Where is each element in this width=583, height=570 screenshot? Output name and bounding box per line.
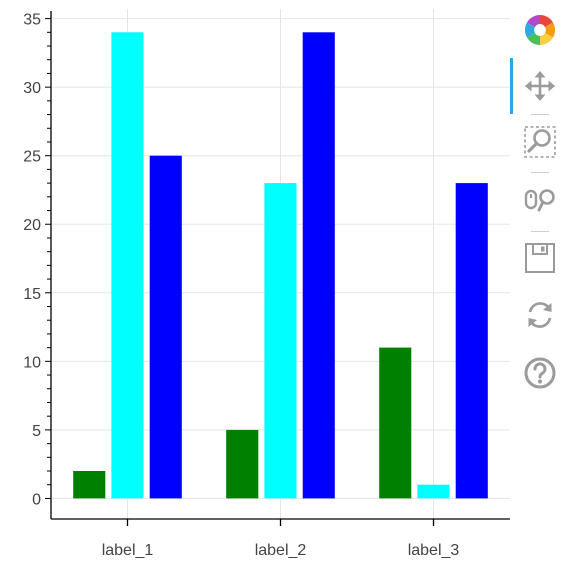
- save-tool[interactable]: [522, 240, 558, 276]
- bar-chart: 0 5 10 15 20 25 30 35 label_1 label_2 label_3: [23, 9, 510, 559]
- bar-label_1-series-2: [111, 32, 144, 499]
- bokeh-logo-icon: [524, 14, 556, 46]
- box-zoom-icon: [524, 126, 556, 158]
- wheel-zoom-tool[interactable]: [522, 182, 558, 218]
- active-tool-indicator: [510, 58, 513, 114]
- bar-label_1-series-1: [73, 471, 106, 499]
- help-icon: [524, 357, 556, 389]
- y-tick-label: 35: [23, 12, 41, 29]
- pan-tool[interactable]: [522, 68, 558, 104]
- bar-label_3-series-2: [417, 484, 450, 499]
- wheel-zoom-icon: [524, 189, 555, 212]
- x-tick-label: label_3: [408, 542, 460, 559]
- y-tick-label: 10: [23, 354, 41, 371]
- box-zoom-tool[interactable]: [522, 124, 558, 160]
- y-tick-label: 20: [23, 217, 41, 234]
- pan-icon: [525, 71, 555, 101]
- reset-icon: [528, 302, 552, 328]
- y-tick-label: 30: [23, 80, 41, 97]
- y-tick-label: 0: [32, 491, 41, 508]
- bar-label_3-series-1: [379, 347, 412, 499]
- bar-label_2-series-2: [264, 183, 297, 499]
- toolbar-separator: [531, 114, 549, 115]
- y-tick-label: 5: [32, 423, 41, 440]
- help-tool[interactable]: [522, 355, 558, 391]
- bokeh-logo[interactable]: [522, 12, 558, 48]
- y-tick-label: 15: [23, 286, 41, 303]
- bars: [73, 32, 488, 499]
- bar-label_1-series-3: [149, 155, 182, 499]
- bar-label_2-series-3: [302, 32, 335, 499]
- toolbar-separator: [531, 172, 549, 173]
- chart-toolbar: [510, 0, 583, 420]
- x-tick-label: label_1: [102, 542, 154, 559]
- reset-tool[interactable]: [522, 297, 558, 333]
- bar-label_3-series-3: [455, 183, 488, 499]
- x-axis-tick-labels: label_1 label_2 label_3: [102, 542, 460, 559]
- save-icon: [525, 243, 555, 273]
- y-tick-label: 25: [23, 149, 41, 166]
- toolbar-separator: [531, 231, 549, 232]
- y-axis-tick-labels: 0 5 10 15 20 25 30 35: [23, 12, 41, 509]
- bar-label_2-series-1: [226, 429, 259, 499]
- axes: [45, 11, 510, 526]
- x-tick-label: label_2: [255, 542, 307, 559]
